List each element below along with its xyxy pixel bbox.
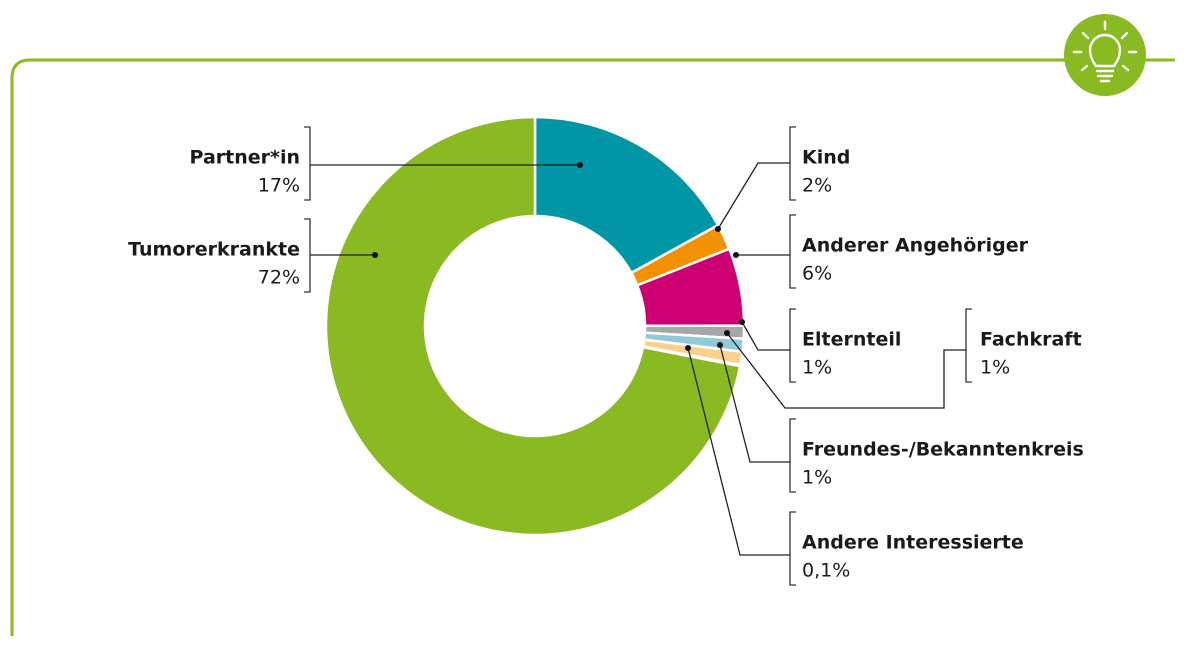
category-label: Elternteil [802, 329, 901, 351]
value-label: 1% [802, 467, 832, 489]
pointer-line [687, 347, 790, 556]
pointer-dot [717, 342, 723, 348]
pointer-dot [577, 162, 583, 168]
bracket [789, 126, 796, 201]
category-label: Freundes-/Bekanntenkreis [802, 439, 1084, 461]
bracket [304, 218, 311, 293]
category-label: Partner*in [190, 147, 300, 169]
bracket [789, 214, 796, 289]
value-label: 1% [980, 357, 1010, 379]
value-label: 1% [802, 357, 832, 379]
frame [10, 58, 1175, 636]
pointer-line [717, 162, 790, 230]
pointer-dot [715, 226, 721, 232]
bracket [965, 308, 972, 383]
pointer-line [741, 321, 790, 351]
category-label: Tumorerkrankte [128, 239, 300, 261]
category-label: Fachkraft [980, 329, 1082, 351]
pointer-line [719, 344, 790, 463]
category-label: Kind [802, 147, 850, 169]
category-label: Andere Interessierte [802, 532, 1024, 554]
slice [533, 115, 720, 275]
pointer-dot [372, 252, 378, 258]
pointer-line [726, 332, 966, 409]
value-label: 2% [802, 175, 832, 197]
bracket [789, 308, 796, 383]
bracket [789, 511, 796, 586]
pointer-dot [733, 252, 739, 258]
pointer-dot [739, 319, 745, 325]
pointer-dot [724, 330, 730, 336]
lightbulb-icon [1064, 14, 1146, 96]
value-label: 17% [258, 175, 300, 197]
value-label: 0,1% [802, 560, 850, 582]
slice [324, 115, 742, 537]
category-label: Anderer Angehöriger [802, 235, 1029, 257]
bracket [304, 126, 311, 201]
bracket [789, 418, 796, 493]
value-label: 6% [802, 263, 832, 285]
pointer-dot [685, 345, 691, 351]
value-label: 72% [258, 267, 300, 289]
